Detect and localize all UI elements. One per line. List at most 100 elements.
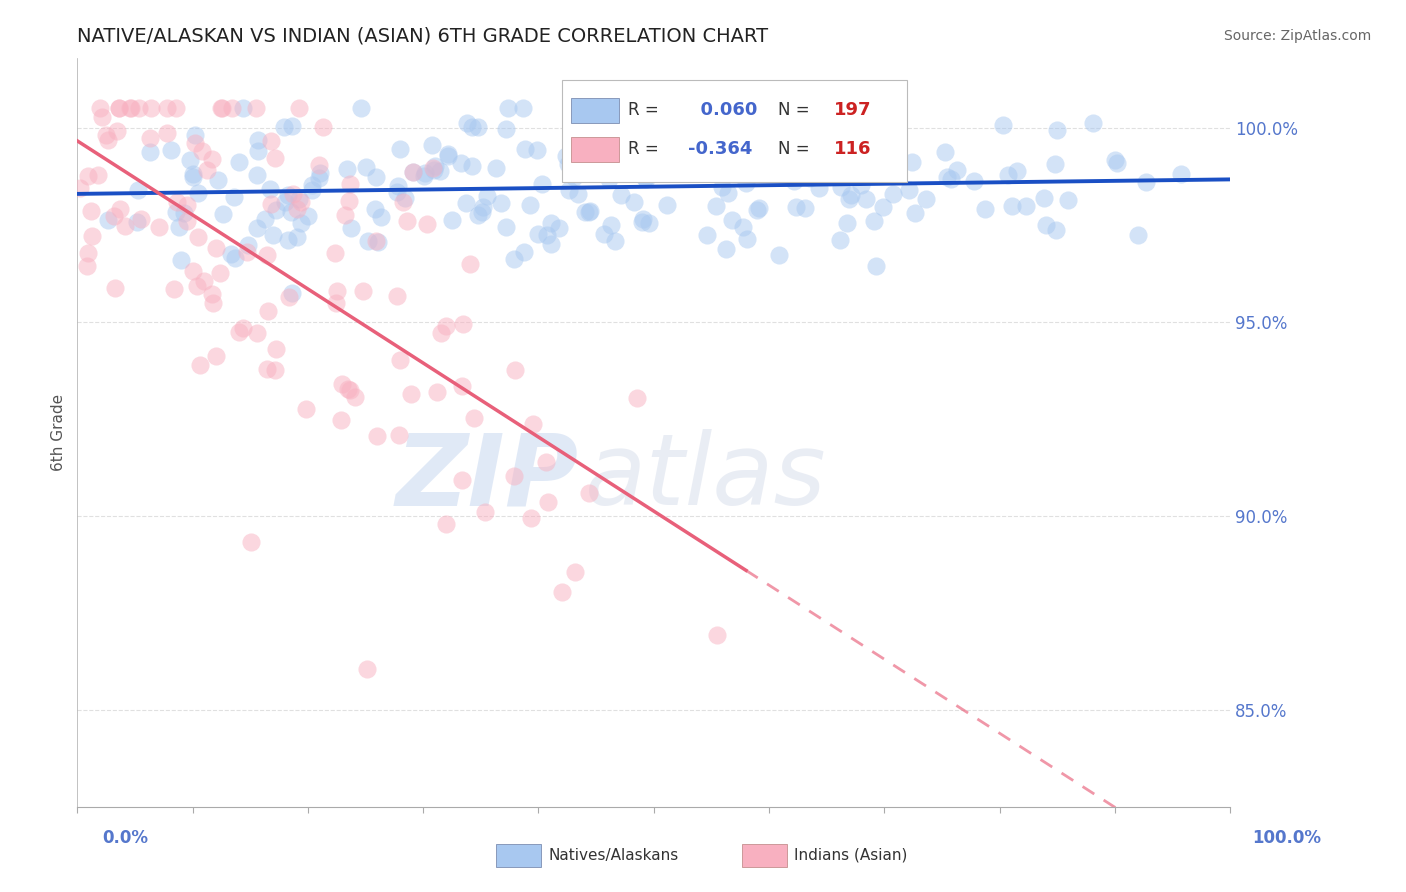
Point (783, 124, 806, 138)
Point (498, 102, 520, 116)
Point (830, 179, 852, 194)
Point (638, 121, 661, 136)
Point (717, 186, 740, 200)
Point (139, 130, 162, 145)
Point (420, 138, 443, 153)
Point (783, 174, 806, 188)
FancyBboxPatch shape (571, 136, 619, 162)
Point (156, 127, 179, 141)
Point (339, 177, 361, 191)
Point (181, 167, 204, 181)
Point (90, 110, 112, 124)
Point (720, 213, 742, 227)
Point (675, 157, 697, 171)
Text: R =: R = (628, 101, 659, 119)
Point (277, 233, 299, 247)
Point (125, 215, 148, 229)
Text: N =: N = (779, 140, 810, 158)
Point (285, 202, 308, 216)
Point (882, 187, 904, 202)
Point (603, 234, 626, 248)
Point (1135, 174, 1157, 188)
Point (94, 128, 117, 143)
Point (209, 102, 232, 116)
Point (634, 171, 657, 186)
FancyBboxPatch shape (571, 98, 619, 123)
Point (657, 198, 679, 212)
Point (385, 185, 408, 199)
Point (108, 102, 131, 116)
Text: 116: 116 (834, 140, 872, 158)
Point (335, 208, 357, 222)
Point (631, 211, 654, 226)
Point (264, 362, 287, 376)
Point (993, 118, 1015, 132)
Point (872, 107, 894, 121)
Point (388, 142, 411, 156)
Point (337, 194, 360, 209)
Point (1001, 199, 1024, 213)
Point (222, 190, 245, 204)
Text: atlas: atlas (585, 429, 827, 526)
Point (184, 128, 207, 143)
Point (865, 259, 887, 273)
Point (156, 102, 179, 116)
Point (256, 362, 278, 376)
Point (190, 144, 212, 158)
Point (863, 214, 886, 228)
Point (202, 296, 225, 310)
Point (467, 208, 489, 222)
Point (461, 159, 484, 173)
Point (260, 134, 283, 148)
Point (904, 206, 927, 220)
Point (163, 282, 186, 296)
Point (325, 296, 347, 310)
Point (176, 214, 198, 228)
Point (205, 349, 228, 363)
Point (434, 516, 457, 531)
Point (936, 170, 959, 185)
Point (209, 266, 232, 280)
Point (188, 358, 211, 372)
Point (851, 178, 873, 193)
Point (165, 204, 187, 219)
Point (238, 238, 260, 252)
Point (263, 151, 285, 165)
Point (219, 247, 242, 261)
Point (540, 216, 562, 230)
Point (484, 161, 506, 175)
Point (402, 164, 425, 178)
Point (339, 383, 361, 397)
Point (717, 161, 740, 176)
Point (475, 189, 498, 203)
Point (915, 193, 938, 207)
Point (696, 227, 718, 242)
Point (562, 170, 585, 185)
Point (207, 172, 229, 186)
Point (260, 197, 283, 211)
Point (308, 166, 330, 180)
Point (195, 163, 218, 178)
Point (350, 102, 373, 116)
Point (181, 170, 204, 185)
Point (460, 256, 482, 270)
Point (311, 120, 333, 134)
Point (520, 511, 543, 525)
Point (69, 180, 91, 194)
Point (463, 411, 485, 425)
Point (807, 181, 830, 195)
Point (581, 127, 603, 141)
Point (844, 157, 866, 171)
Point (799, 170, 821, 185)
Point (232, 320, 254, 334)
Point (262, 228, 284, 243)
Point (148, 219, 170, 234)
Point (714, 242, 737, 256)
Point (838, 192, 860, 206)
Point (165, 102, 187, 116)
Point (167, 219, 190, 234)
Point (434, 319, 457, 334)
Point (626, 391, 648, 405)
Point (254, 211, 277, 226)
Point (429, 163, 451, 178)
